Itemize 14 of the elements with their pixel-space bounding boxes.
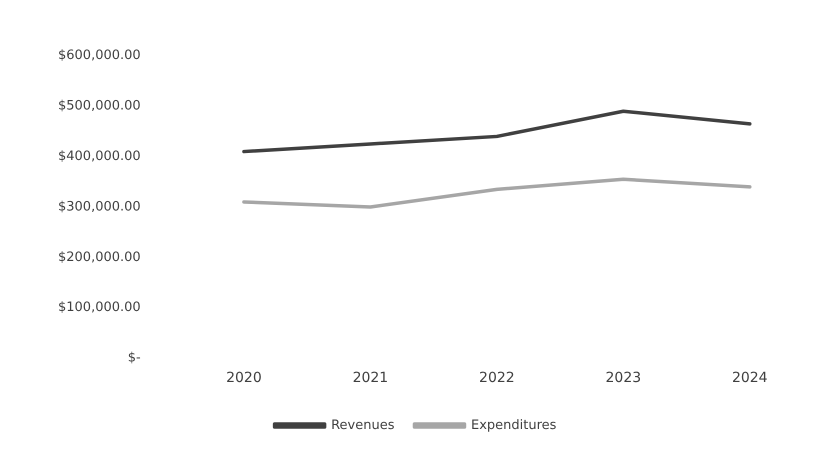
y-tick-label: $- bbox=[128, 350, 142, 366]
y-tick-label: $200,000.00 bbox=[58, 250, 141, 265]
x-tick-label: 2024 bbox=[732, 370, 768, 386]
y-tick-label: $600,000.00 bbox=[58, 48, 141, 64]
legend-label: Revenues bbox=[331, 418, 395, 433]
y-tick-label: $500,000.00 bbox=[58, 98, 141, 114]
x-tick-label: 2022 bbox=[479, 370, 515, 386]
legend-label: Expenditures bbox=[470, 418, 557, 433]
x-tick-label: 2023 bbox=[605, 370, 642, 386]
x-tick-label: 2021 bbox=[352, 370, 388, 386]
y-tick-label: $100,000.00 bbox=[58, 300, 141, 316]
y-tick-label: $400,000.00 bbox=[58, 148, 141, 164]
x-tick-label: 2020 bbox=[226, 370, 262, 386]
y-tick-label: $300,000.00 bbox=[58, 199, 141, 214]
